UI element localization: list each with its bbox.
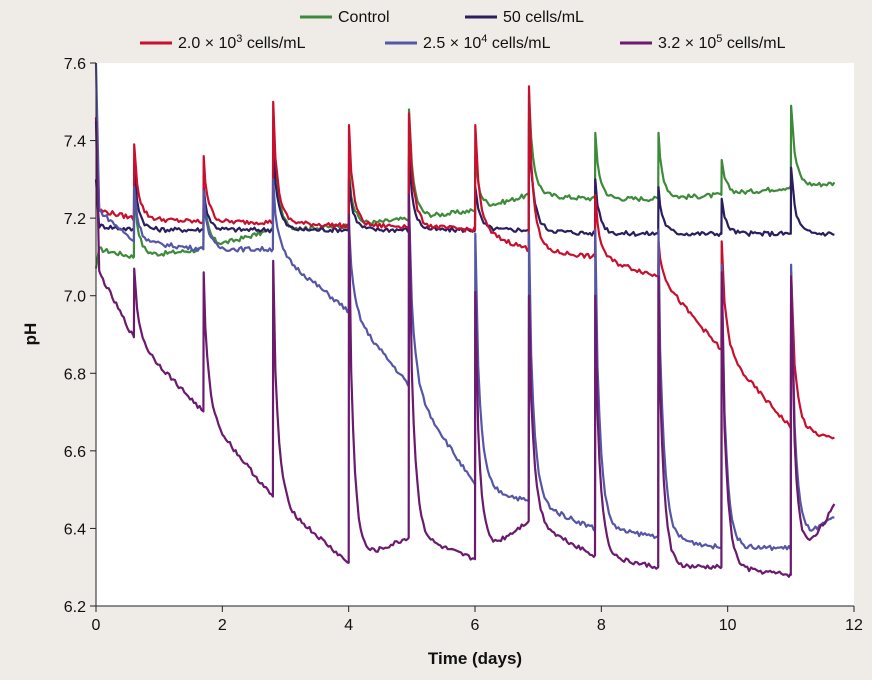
y-tick-label: 7.6: [64, 56, 86, 73]
y-tick-label: 7.4: [64, 134, 86, 151]
legend-label-part: 4: [481, 33, 487, 45]
legend-label-part: 3.2 × 10: [658, 35, 716, 52]
y-tick-label: 6.2: [64, 599, 86, 616]
y-axis-title: pH: [21, 323, 40, 346]
series-line-0: [94, 92, 836, 269]
legend: Control 50 cells/mL2.0 × 103 cells/mL 2.5 …: [140, 9, 786, 52]
series-line-3: [94, 62, 835, 552]
legend-label: 3.2 × 105 cells/mL: [658, 33, 786, 52]
x-tick-label: 2: [218, 617, 227, 634]
y-tick-label: 7.2: [64, 211, 86, 228]
x-tick-label: 6: [471, 617, 480, 634]
legend-label-part: 2.5 × 10: [423, 35, 481, 52]
legend-label-part: 2.0 × 10: [178, 35, 236, 52]
series-lines: [94, 62, 836, 578]
x-axis-ticks: 0 2 4 6 8 10 12: [92, 606, 863, 634]
series-line-2: [94, 85, 835, 440]
y-tick-label: 6.6: [64, 444, 86, 461]
legend-label-part: Control: [338, 9, 390, 26]
x-tick-label: 4: [344, 617, 353, 634]
y-tick-label: 7.0: [64, 289, 86, 306]
series-line-4: [94, 121, 836, 578]
x-axis-title: Time (days): [428, 649, 522, 668]
legend-label-part: cells/mL: [487, 35, 550, 52]
legend-label: Control: [338, 9, 390, 26]
y-tick-label: 6.4: [64, 521, 86, 538]
legend-label-part: cells/mL: [722, 35, 785, 52]
legend-label: 2.0 × 103 cells/mL: [178, 33, 306, 52]
x-tick-label: 12: [845, 617, 863, 634]
x-tick-label: 8: [597, 617, 606, 634]
legend-label-part: 3: [236, 33, 242, 45]
legend-label: 2.5 × 104 cells/mL: [423, 33, 551, 52]
legend-label: 50 cells/mL: [503, 9, 584, 26]
y-axis-ticks: 6.2 6.4 6.6 6.8 7.0 7.2 7.4 7.6: [64, 56, 96, 616]
x-tick-label: 10: [719, 617, 737, 634]
legend-label-part: cells/mL: [242, 35, 305, 52]
y-tick-label: 6.8: [64, 366, 86, 383]
legend-label-part: 5: [716, 33, 722, 45]
legend-label-part: 50 cells/mL: [503, 9, 584, 26]
x-tick-label: 0: [92, 617, 101, 634]
